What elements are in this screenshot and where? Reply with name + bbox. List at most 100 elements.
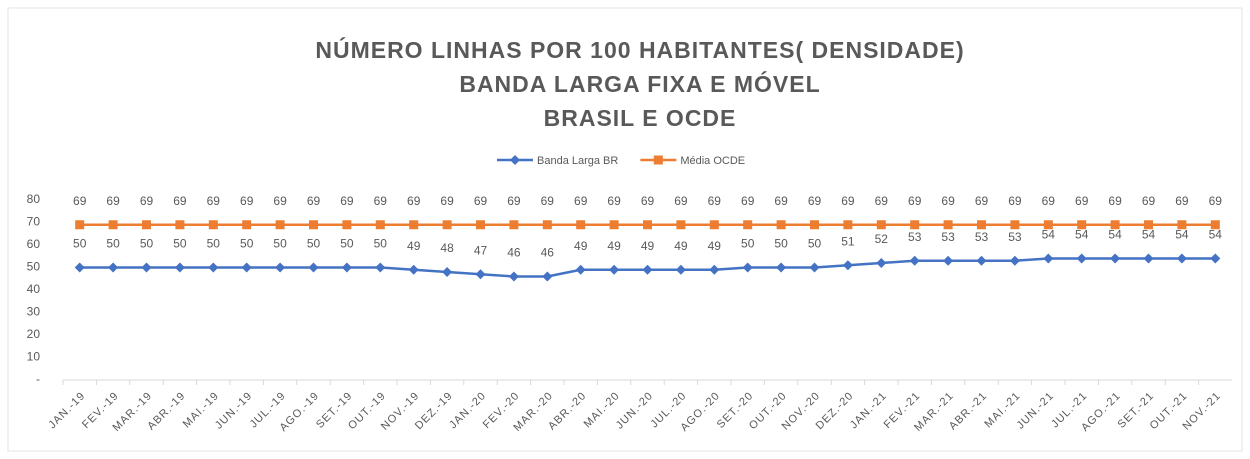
data-label: 50 [73,237,87,251]
data-label: 69 [273,194,287,208]
data-label: 69 [574,194,588,208]
data-label: 52 [875,232,889,246]
data-label: 50 [173,237,187,251]
data-point [1077,220,1087,230]
data-point [1043,220,1053,230]
data-point [609,220,619,230]
data-label: 50 [273,237,287,251]
y-tick-label: 30 [27,305,41,319]
data-label: 69 [474,194,488,208]
data-label: 49 [574,239,588,253]
data-point [642,264,653,275]
data-label: 51 [841,234,855,248]
y-tick-label: 70 [27,215,41,229]
data-point [475,269,486,280]
legend-label: Média OCDE [680,155,745,167]
data-point [643,220,652,230]
data-point [208,220,218,230]
legend-marker [510,155,520,165]
data-point [542,271,553,282]
y-tick-label: 40 [27,282,41,296]
data-point [509,220,519,230]
data-point [108,220,118,230]
data-point [810,220,819,230]
data-point [575,264,586,275]
y-tick-label: 50 [27,260,41,274]
data-label: 69 [641,194,655,208]
data-point [1076,253,1087,264]
data-point [1110,220,1120,230]
data-point [275,262,286,273]
data-point [408,264,419,275]
data-label: 69 [240,194,254,208]
data-label: 69 [841,194,855,208]
data-point [876,258,887,268]
legend-marker [653,155,663,165]
data-label: 49 [607,239,621,253]
data-label: 50 [808,237,822,251]
data-point [108,262,119,273]
data-point [74,262,85,273]
chart-frame [7,7,1243,452]
data-label: 69 [1075,194,1089,208]
data-label: 69 [674,194,688,208]
data-point [843,220,853,230]
data-label: 69 [1142,194,1156,208]
data-label: 54 [1108,228,1122,242]
data-label: 69 [173,194,187,208]
data-label: 50 [207,237,221,251]
data-point [675,264,686,275]
data-label: 69 [1008,194,1022,208]
data-label: 69 [307,194,321,208]
data-point [709,220,719,230]
data-label: 69 [1108,194,1122,208]
data-label: 46 [507,246,521,260]
data-label: 50 [340,237,354,251]
data-point [1110,253,1121,264]
data-point [976,255,987,266]
data-label: 54 [1075,228,1089,242]
data-label: 69 [1175,194,1189,208]
data-point [1210,220,1220,230]
data-point [1143,253,1154,264]
data-point [342,220,352,230]
data-point [576,220,586,230]
data-point [876,220,886,230]
y-tick-label: - [36,372,40,386]
data-label: 69 [1209,194,1223,208]
data-label: 49 [641,239,655,253]
data-label: 50 [307,237,321,251]
data-point [1009,255,1020,266]
data-label: 69 [941,194,955,208]
data-label: 50 [741,237,755,251]
data-label: 69 [340,194,354,208]
data-point [609,264,620,275]
data-label: 69 [607,194,621,208]
data-label: 48 [440,241,454,255]
data-point [1176,253,1187,264]
data-point [208,262,219,273]
data-point [943,255,954,266]
data-label: 50 [106,237,120,251]
data-label: 69 [741,194,755,208]
data-label: 53 [941,230,955,244]
data-point [1210,253,1221,264]
data-label: 69 [407,194,421,208]
data-label: 69 [708,194,722,208]
data-label: 69 [140,194,154,208]
data-label: 69 [875,194,889,208]
data-point [442,267,453,277]
chart-title: BRASIL E OCDE [544,105,737,131]
data-label: 50 [374,237,388,251]
data-label: 69 [73,194,87,208]
data-point [776,262,787,273]
data-label: 50 [140,237,154,251]
data-point [375,220,385,230]
data-point [709,264,720,275]
data-label: 53 [908,230,922,244]
legend-label: Banda Larga BR [537,155,618,167]
data-point [910,220,920,230]
data-point [776,220,786,230]
data-point [141,262,152,273]
